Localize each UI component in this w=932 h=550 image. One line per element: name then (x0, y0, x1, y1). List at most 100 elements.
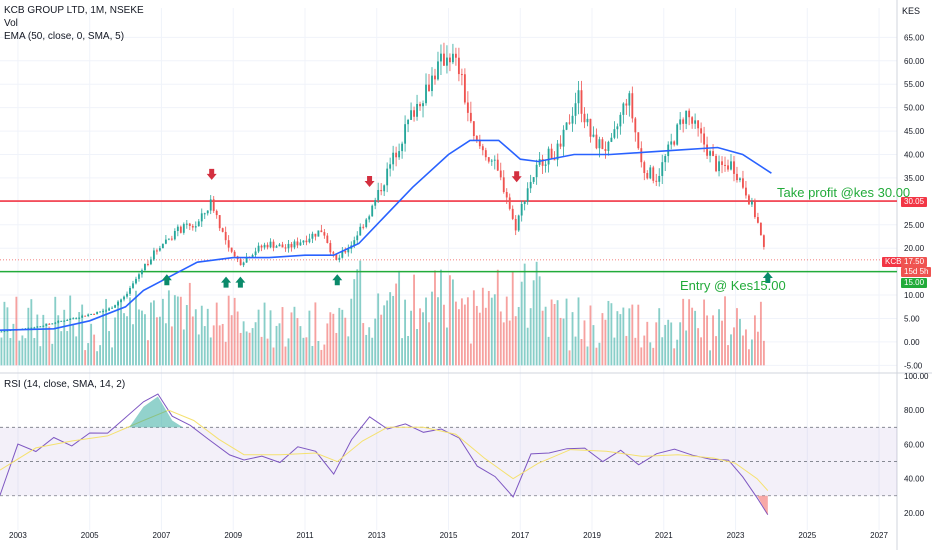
buy-arrow-icon (221, 276, 232, 288)
volume-bar (72, 324, 75, 366)
candle-down (466, 102, 469, 113)
rsi-legend[interactable]: RSI (14, close, SMA, 14, 2) (4, 379, 126, 390)
volume-bar (637, 304, 640, 366)
candle-up (377, 189, 380, 201)
volume-bar (595, 347, 598, 366)
price-tick-label: 40.00 (904, 150, 925, 159)
volume-bar (314, 302, 317, 366)
entry-annotation[interactable]: Entry @ Kes15.00 (680, 278, 786, 293)
volume-bar (673, 348, 676, 366)
volume-bar (99, 345, 102, 366)
volume-bar (18, 340, 21, 366)
volume-bar (338, 307, 341, 366)
candle-up (164, 239, 167, 244)
candle-up (102, 311, 105, 313)
candle-up (446, 57, 448, 66)
volume-bar (275, 325, 278, 366)
candle-up (490, 160, 493, 162)
buy-arrow-icon (332, 274, 343, 286)
volume-bar (589, 305, 592, 366)
volume-bar (601, 313, 604, 366)
candle-down (640, 148, 643, 163)
candle-up (386, 168, 389, 186)
candle-down (84, 315, 87, 317)
time-tick-label: 2011 (296, 531, 314, 540)
candle-up (302, 240, 305, 243)
ema-legend[interactable]: EMA (50, close, 0, SMA, 5) (4, 31, 125, 42)
candle-up (39, 326, 42, 328)
candle-down (434, 75, 436, 80)
candle-up (526, 188, 529, 202)
rsi-tick-label: 100.00 (904, 372, 929, 381)
time-tick-label: 2013 (368, 531, 386, 540)
candle-down (147, 263, 149, 265)
volume-bar (359, 260, 362, 366)
take-profit-annotation[interactable]: Take profit @kes 30.00 (777, 185, 911, 200)
price-tick-label: 50.00 (904, 104, 925, 113)
volume-bar (245, 331, 248, 366)
currency-label[interactable]: KES (902, 6, 921, 16)
candle-up (42, 325, 45, 327)
candle-up (368, 216, 371, 220)
candle-up (592, 134, 595, 137)
volume-bar (102, 308, 105, 366)
candle-down (762, 235, 765, 247)
volume-bar (3, 301, 6, 366)
volume-bar (762, 340, 765, 366)
rsi-series (0, 393, 769, 515)
volume-bar (457, 309, 460, 366)
candle-down (748, 195, 750, 205)
candle-down (469, 112, 472, 122)
volume-bar (526, 327, 529, 366)
volume-bar (332, 313, 335, 366)
volume-bar (144, 314, 146, 366)
candle-up (173, 230, 176, 240)
volume-bar (126, 316, 128, 366)
time-tick-label: 2005 (81, 531, 99, 540)
candle-up (87, 314, 90, 317)
volume-bar (185, 304, 188, 366)
volume-bar (96, 351, 99, 366)
candle-down (212, 199, 215, 211)
candle-up (574, 103, 577, 116)
time-tick-label: 2009 (224, 531, 242, 540)
volume-bar (694, 310, 697, 366)
volume-bar (230, 315, 233, 366)
candle-up (194, 226, 197, 228)
candle-down (700, 128, 703, 134)
volume-bar (493, 294, 496, 366)
sell-arrow-icon (511, 171, 522, 183)
volume-bar (155, 317, 158, 366)
candle-up (425, 84, 427, 104)
volume-bar (682, 298, 685, 366)
volume-bar (535, 261, 538, 366)
candle-down (475, 135, 478, 140)
candle-down (697, 120, 700, 129)
candle-down (736, 173, 738, 181)
volume-bar (150, 302, 152, 366)
candle-up (197, 221, 200, 227)
volume-bar (750, 339, 753, 366)
volume-bar (206, 308, 209, 366)
volume-bar (437, 297, 439, 366)
time-tick-label: 2019 (583, 531, 601, 540)
candle-up (293, 241, 296, 248)
volume-bar (550, 299, 553, 366)
volume-bar (350, 298, 353, 366)
candle-up (619, 114, 622, 127)
volume-bar (619, 314, 622, 366)
volume-bar (54, 296, 57, 366)
symbol-title[interactable]: KCB GROUP LTD, 1M, NSEKE (4, 5, 144, 16)
volume-bar (51, 343, 54, 366)
volume-legend[interactable]: Vol (4, 18, 18, 29)
countdown-tag: 15d 5h (901, 267, 932, 277)
volume-bar (541, 310, 544, 366)
candle-up (544, 164, 547, 166)
volume-bar (21, 335, 24, 366)
time-tick-label: 2023 (727, 531, 745, 540)
candle-up (613, 129, 616, 138)
candle-down (481, 146, 484, 151)
volume-bar (135, 290, 137, 366)
price-tick-label: 45.00 (904, 127, 925, 136)
